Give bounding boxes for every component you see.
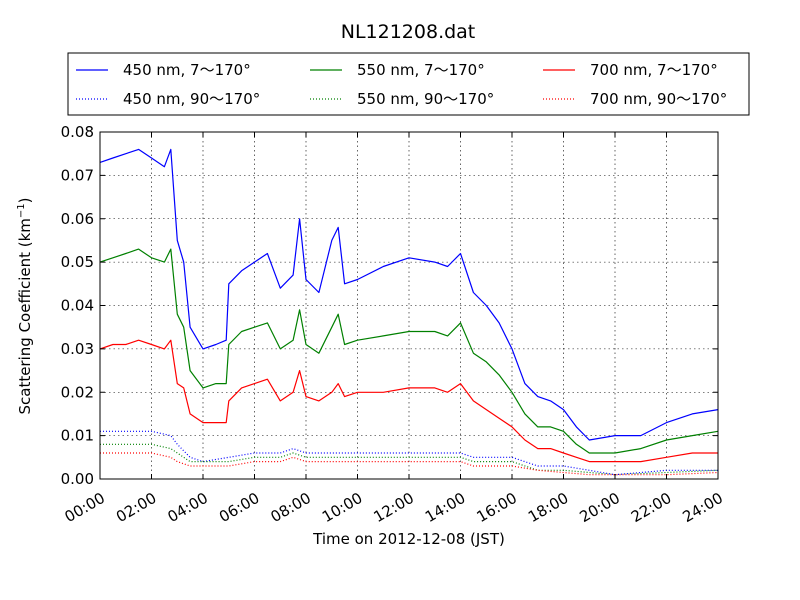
y-tick-label: 0.03 xyxy=(61,340,94,358)
y-axis-label: Scattering Coefficient (km−1) xyxy=(16,197,34,414)
x-axis-label: Time on 2012-12-08 (JST) xyxy=(312,530,505,548)
x-tick-label: 04:00 xyxy=(165,489,211,526)
series-layer xyxy=(99,148,719,476)
y-axis-label-close: ) xyxy=(16,197,34,203)
y-tick-label: 0.06 xyxy=(61,210,94,228)
legend-frame xyxy=(67,52,750,116)
x-tick-label: 16:00 xyxy=(474,489,520,526)
y-tick-label: 0.05 xyxy=(61,253,94,271)
legend-label: 700 nm, 7～170° xyxy=(590,61,718,79)
plot-frame xyxy=(100,132,718,479)
legend-label: 700 nm, 90～170° xyxy=(590,90,727,108)
series-line xyxy=(100,430,718,476)
x-tick-label: 10:00 xyxy=(319,489,365,526)
legend-label: 550 nm, 7～170° xyxy=(357,61,485,79)
y-tick-label: 0.01 xyxy=(61,427,94,445)
legend-label: 450 nm, 7～170° xyxy=(123,61,251,79)
legend: 450 nm, 7～170° 550 nm, 7～170° 700 nm, 7～17… xyxy=(67,52,750,116)
x-tick-label: 24:00 xyxy=(680,489,726,526)
ticks xyxy=(99,131,719,480)
legend-label: 550 nm, 90～170° xyxy=(357,90,494,108)
series-line xyxy=(99,148,719,441)
grid xyxy=(100,132,718,479)
series-line xyxy=(99,339,718,463)
y-axis-label-sup: −1 xyxy=(16,203,27,218)
x-tick-label: 00:00 xyxy=(62,489,108,526)
x-tick-label: 20:00 xyxy=(577,489,623,526)
x-tick-label: 02:00 xyxy=(113,489,159,526)
y-axis-label-main: Scattering Coefficient (km xyxy=(16,218,34,414)
y-tick-label: 0.02 xyxy=(61,383,94,401)
chart-title: NL121208.dat xyxy=(341,21,476,43)
legend-label: 450 nm, 90～170° xyxy=(123,90,260,108)
series-line xyxy=(100,443,719,476)
x-tick-label: 14:00 xyxy=(422,489,468,526)
y-tick-label: 0.00 xyxy=(61,470,94,488)
y-tick-label: 0.04 xyxy=(61,297,94,315)
x-tick-label: 08:00 xyxy=(268,489,314,526)
y-tick-labels: 0.00 0.01 0.02 0.03 0.04 0.05 0.06 0.07 0.08 xyxy=(61,123,94,488)
series-line xyxy=(99,248,719,454)
x-tick-label: 18:00 xyxy=(525,489,571,526)
plot-area xyxy=(99,131,719,480)
y-tick-label: 0.08 xyxy=(61,123,94,141)
x-tick-labels: 00:00 02:00 04:00 06:00 08:00 10:00 12:00 14:00… xyxy=(62,489,726,526)
x-tick-label: 06:00 xyxy=(216,489,262,526)
y-tick-label: 0.07 xyxy=(61,166,94,184)
x-tick-label: 12:00 xyxy=(371,489,417,526)
x-tick-label: 22:00 xyxy=(628,489,674,526)
